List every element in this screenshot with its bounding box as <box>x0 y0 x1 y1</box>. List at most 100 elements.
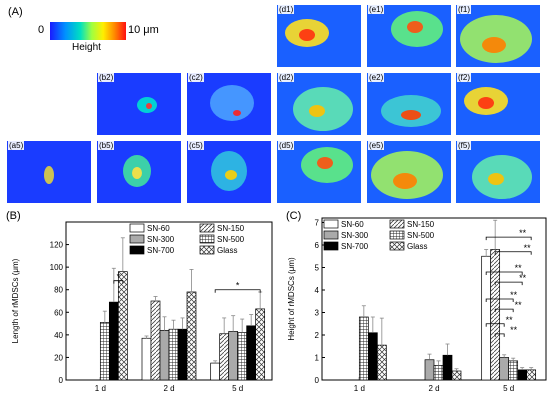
chart-height: 0 1 2 3 4 5 6 7 Height of rMDSCs (μm) 1 d 2 d 5 d **… <box>287 217 547 393</box>
bar <box>508 360 519 381</box>
micrograph-tile: (d2) <box>276 72 362 136</box>
legend-label: SN-150 <box>407 220 435 229</box>
significance-bracket <box>113 280 124 284</box>
y-axis-label: Height of rMDSCs (μm) <box>287 257 296 341</box>
legend-swatch <box>199 234 215 244</box>
bar <box>433 365 444 381</box>
y-tick-label: 40 <box>54 331 63 340</box>
legend-swatch <box>389 230 405 240</box>
y-tick-label: 5 <box>315 264 320 273</box>
micrograph-tile-label: (d2) <box>278 73 295 82</box>
micrograph-tile: (c5) <box>186 140 272 204</box>
y-tick-label: 0 <box>59 376 64 385</box>
bar <box>141 337 152 381</box>
significance-bracket <box>494 308 514 313</box>
significance-label: ** <box>506 315 514 325</box>
legend-label: SN-300 <box>341 231 369 240</box>
micrograph-tile: (f1) <box>455 4 541 68</box>
micrograph-tile-label: (f1) <box>457 5 471 14</box>
micrograph-tile: (c2) <box>186 72 272 136</box>
significance-label: ** <box>510 325 518 335</box>
significance-label: ** <box>510 290 518 300</box>
x-tick-label: 5 d <box>503 384 514 393</box>
height-colorbar <box>50 22 126 40</box>
y-tick-label: 60 <box>54 308 63 317</box>
significance-bracket <box>485 271 523 275</box>
bar <box>186 291 197 381</box>
legend-swatch <box>389 241 405 251</box>
legend-swatch <box>389 219 405 229</box>
micrograph-tile-label: (f5) <box>457 141 471 150</box>
bar <box>219 333 230 381</box>
legend-label: SN-300 <box>147 235 175 244</box>
x-tick-label: 2 d <box>163 384 174 393</box>
y-tick-label: 120 <box>50 241 64 250</box>
bar <box>150 300 161 381</box>
micrograph-tile-label: (a5) <box>8 141 25 150</box>
micrograph-tile: (a5) <box>6 140 92 204</box>
y-tick-label: 3 <box>315 309 320 318</box>
y-axis-label: Length of rMDSCs (μm) <box>11 258 20 343</box>
bar <box>358 316 369 381</box>
significance-label: ** <box>519 228 527 238</box>
micrograph-tile: (d1) <box>276 4 362 68</box>
colorbar-min-label: 0 <box>38 24 45 36</box>
y-tick-label: 0 <box>315 376 320 385</box>
bar <box>108 301 119 381</box>
panel-b-label: (B) <box>6 210 21 222</box>
x-tick-label: 1 d <box>95 384 106 393</box>
bar <box>168 328 179 381</box>
bar <box>517 369 528 381</box>
legend-label: Glass <box>407 242 427 251</box>
y-tick-label: 7 <box>315 219 320 228</box>
legend-swatch <box>129 223 145 233</box>
significance-bracket <box>485 236 532 241</box>
legend-swatch <box>199 223 215 233</box>
micrograph-tile-label: (d1) <box>278 5 295 14</box>
chart-length: 0 20 40 60 80 100 120 Length of rMDSCs (μm) 1 d 2… <box>11 221 273 393</box>
colorbar-max-label: 10 μm <box>128 24 159 36</box>
significance-label: ** <box>524 243 532 253</box>
micrograph-tile: (d5) <box>276 140 362 204</box>
legend-label: SN-150 <box>217 224 245 233</box>
bar <box>451 370 462 381</box>
x-tick-label: 5 d <box>232 384 243 393</box>
x-tick-label: 2 d <box>428 384 439 393</box>
micrograph-tile-label: (b2) <box>98 73 115 82</box>
micrograph-tile-label: (e2) <box>368 73 385 82</box>
legend-label: Glass <box>217 246 237 255</box>
legend-label: SN-500 <box>407 231 435 240</box>
micrograph-tile: (e2) <box>366 72 452 136</box>
significance-label: * <box>236 281 240 291</box>
bar <box>367 332 378 381</box>
micrograph-tile-label: (f2) <box>457 73 471 82</box>
y-tick-label: 1 <box>315 354 320 363</box>
bar <box>237 332 248 381</box>
significance-bracket <box>494 333 505 337</box>
bar <box>424 359 435 381</box>
panel-c-label: (C) <box>286 210 302 222</box>
legend-swatch <box>323 230 339 240</box>
micrograph-tile: (f2) <box>455 72 541 136</box>
bar <box>499 357 510 381</box>
bar <box>159 329 170 381</box>
colorbar-title: Height <box>72 42 101 53</box>
significance-label: ** <box>515 300 523 310</box>
micrograph-tile-label: (d5) <box>278 141 295 150</box>
micrograph-tile-label: (e1) <box>368 5 385 14</box>
significance-label: * <box>117 272 121 282</box>
significance-bracket <box>485 298 514 302</box>
x-tick-label: 1 d <box>354 384 365 393</box>
y-tick-label: 20 <box>54 353 63 362</box>
bar <box>255 308 266 381</box>
y-tick-label: 2 <box>315 331 320 340</box>
significance-bracket <box>494 281 523 286</box>
legend-swatch <box>129 245 145 255</box>
legend-swatch <box>323 241 339 251</box>
bar <box>99 322 110 381</box>
bar <box>117 271 128 381</box>
micrograph-tile: (f5) <box>455 140 541 204</box>
bar <box>246 325 257 381</box>
legend-label: SN-500 <box>217 235 245 244</box>
legend-swatch <box>323 219 339 229</box>
